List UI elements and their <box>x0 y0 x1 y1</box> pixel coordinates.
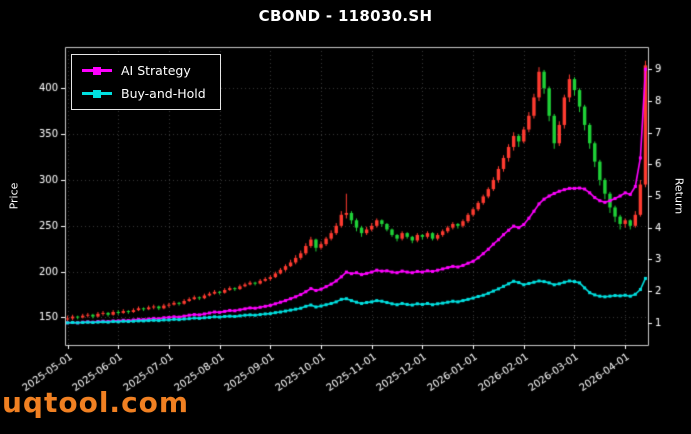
legend-item-buy-and-hold: Buy-and-Hold <box>82 86 206 101</box>
legend-item-ai-strategy: AI Strategy <box>82 63 206 78</box>
chart-title: CBOND - 118030.SH <box>258 7 433 25</box>
ai-strategy-marker-icon <box>93 66 101 75</box>
watermark: uqtool.com <box>2 386 190 419</box>
legend: AI Strategy Buy-and-Hold <box>71 54 221 110</box>
ai-strategy-line-swatch <box>82 66 112 75</box>
legend-label-ai-strategy: AI Strategy <box>121 63 191 78</box>
y-axis-label-return: Return <box>672 177 686 215</box>
buy-and-hold-line-swatch <box>82 89 112 98</box>
y-axis-label-price: Price <box>7 182 21 210</box>
buy-and-hold-marker-icon <box>93 89 101 98</box>
legend-label-buy-and-hold: Buy-and-Hold <box>121 86 206 101</box>
